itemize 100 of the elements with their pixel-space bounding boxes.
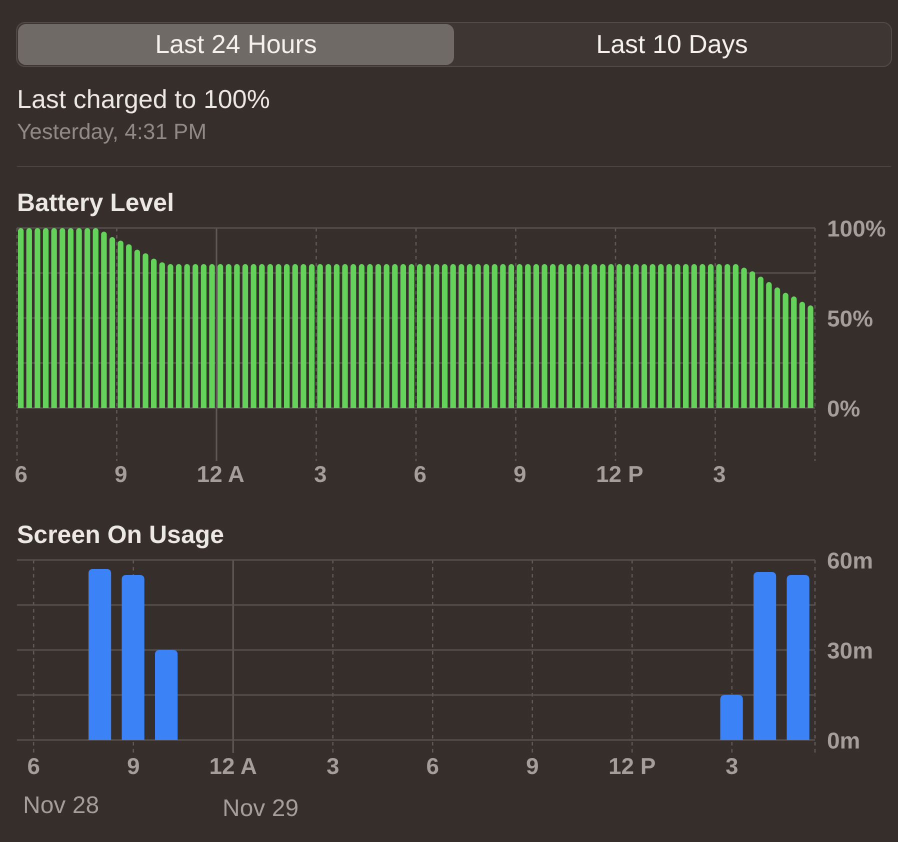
bar [184, 264, 190, 408]
bar [375, 264, 382, 408]
x-tick-label: 12 P [596, 461, 644, 487]
bar [782, 292, 788, 408]
bar [683, 264, 689, 408]
bar [218, 264, 224, 408]
bar [574, 264, 581, 408]
y-tick-label: 0% [827, 395, 860, 422]
bar [525, 264, 531, 408]
bar [542, 264, 548, 408]
bar [334, 264, 340, 408]
bar [791, 296, 797, 408]
bar [425, 264, 431, 408]
x-tick-label: 9 [114, 461, 128, 487]
bar [616, 264, 622, 408]
bar [168, 264, 174, 408]
bar [84, 228, 90, 408]
bar [209, 264, 215, 408]
bar [450, 264, 456, 408]
bar [109, 237, 116, 408]
y-tick-label: 30m [827, 637, 874, 664]
bar [608, 264, 614, 408]
bar [308, 264, 315, 408]
bar [384, 264, 390, 408]
x-tick-label: 6 [14, 461, 28, 487]
bar [60, 228, 66, 408]
x-tick-label: 9 [526, 753, 539, 779]
bar [126, 244, 132, 408]
bar [624, 264, 630, 408]
y-tick-label: 0m [827, 727, 860, 754]
bar [666, 264, 672, 408]
bar [51, 228, 57, 408]
bar [508, 264, 514, 408]
bar [674, 264, 680, 408]
ref-line-label: Nov 29 [222, 795, 299, 822]
bar [200, 264, 207, 408]
x-tick-label: 3 [326, 753, 340, 779]
bar [292, 264, 298, 408]
bar [533, 264, 540, 408]
x-tick-label: 9 [514, 461, 526, 487]
bar [88, 569, 112, 740]
x-tick-label: 12 A [196, 461, 245, 487]
x-tick-label: 3 [725, 753, 738, 779]
x-tick-label: 9 [126, 753, 140, 779]
bar [350, 264, 356, 408]
bar [122, 575, 144, 740]
bar [500, 264, 506, 408]
bar [408, 264, 414, 408]
y-tick-label: 100% [827, 215, 886, 242]
bar [118, 240, 124, 408]
bar [142, 253, 148, 408]
bar [68, 228, 74, 408]
bar [750, 271, 756, 408]
bar [583, 264, 589, 408]
bar [442, 264, 448, 408]
bar [42, 228, 49, 408]
bar [400, 264, 406, 408]
bar [151, 258, 157, 408]
bar [558, 264, 564, 408]
x-tick-label: 6 [426, 753, 440, 779]
bar [367, 264, 373, 408]
bar [799, 302, 806, 408]
x-tick-label: 3 [314, 461, 327, 487]
bar [808, 305, 814, 408]
bar [317, 264, 323, 408]
bar [566, 264, 572, 408]
x-tick-label: 6 [414, 461, 427, 487]
bar [101, 232, 107, 408]
bar [633, 264, 639, 408]
bar [267, 264, 274, 408]
bar [658, 264, 664, 408]
bar [708, 264, 714, 408]
bar [26, 228, 32, 408]
bar [176, 264, 182, 408]
bar [758, 276, 764, 408]
bar [766, 282, 772, 408]
bar [358, 264, 364, 408]
chart-title: Battery Level [17, 188, 174, 218]
bar [492, 264, 498, 408]
x-tick-label: 6 [27, 753, 40, 779]
bar [475, 264, 481, 408]
text: Last charged to 100% [17, 84, 270, 114]
x-tick-label: 12 P [608, 753, 656, 779]
bar [34, 228, 40, 408]
bar [226, 264, 232, 408]
bar [234, 264, 240, 408]
bar [155, 650, 178, 740]
text: Nov 28 [23, 792, 100, 820]
text: Yesterday, 4:31 PM [17, 119, 207, 145]
bar [259, 264, 265, 408]
chart-title: Screen On Usage [17, 520, 224, 550]
bar [92, 228, 98, 408]
bar [716, 264, 722, 408]
bar [300, 264, 306, 408]
bar [192, 264, 198, 408]
bar [434, 264, 440, 408]
bar [466, 264, 473, 408]
bar [284, 264, 290, 408]
y-tick-label: 50% [827, 305, 874, 332]
bar [700, 264, 706, 408]
